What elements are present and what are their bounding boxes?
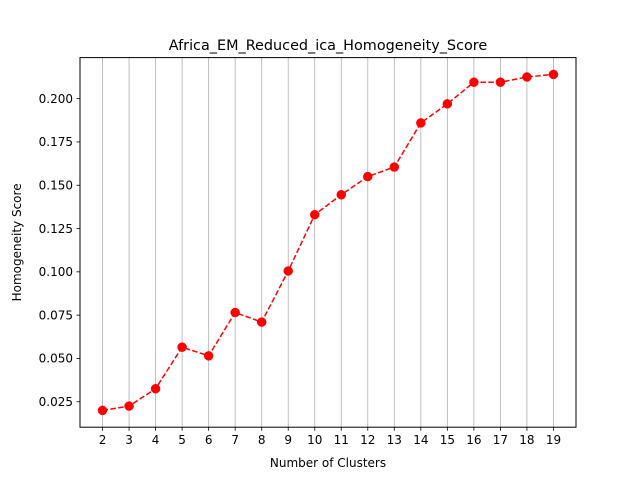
y-tick-label: 0.100 — [39, 265, 73, 279]
y-tick-label: 0.025 — [39, 395, 73, 409]
data-point — [363, 171, 373, 182]
x-tick-label: 5 — [178, 433, 186, 447]
data-point — [548, 69, 559, 80]
data-point — [230, 307, 240, 318]
x-axis-label: Number of Clusters — [270, 456, 386, 470]
x-tick-label: 13 — [387, 433, 402, 447]
x-axis-ticks: 2 3 4 5 6 7 8 9 10 11 12 13 14 15 16 17 18 19 — [99, 427, 561, 447]
data-point — [256, 317, 267, 327]
grid-layer — [102, 57, 554, 428]
data-point — [203, 351, 214, 361]
data-point — [469, 77, 479, 87]
x-tick-label: 6 — [205, 433, 213, 447]
data-point — [336, 190, 347, 200]
y-tick-label: 0.075 — [39, 308, 73, 322]
data-point — [389, 162, 400, 172]
y-tick-label: 0.150 — [39, 179, 73, 193]
data-point — [309, 209, 320, 220]
plot-frame — [79, 57, 577, 428]
x-tick-label: 3 — [125, 433, 133, 447]
x-tick-label: 19 — [546, 433, 561, 447]
data-point — [150, 384, 161, 394]
x-tick-label: 7 — [231, 433, 239, 447]
data-point — [97, 405, 108, 416]
data-point — [283, 266, 293, 276]
x-tick-label: 8 — [258, 433, 266, 447]
data-point — [177, 342, 187, 352]
data-point — [124, 401, 134, 411]
x-tick-label: 10 — [307, 433, 322, 447]
x-tick-label: 14 — [413, 433, 428, 447]
series-layer — [97, 69, 559, 416]
x-tick-label: 12 — [360, 433, 375, 447]
x-tick-label: 2 — [99, 433, 107, 447]
data-point — [522, 72, 532, 82]
y-axis-label: Homogeneity Score — [10, 183, 24, 301]
chart-title: Africa_EM_Reduced_ica_Homogeneity_Score — [169, 38, 488, 54]
y-tick-label: 0.175 — [39, 135, 73, 149]
data-point — [495, 77, 506, 87]
series-line-0 — [102, 73, 554, 412]
data-point — [416, 118, 426, 128]
y-tick-label: 0.200 — [39, 92, 73, 106]
x-tick-label: 11 — [334, 433, 349, 447]
x-tick-label: 4 — [152, 433, 160, 447]
y-tick-label: 0.050 — [39, 352, 73, 366]
y-axis-ticks: 0.025 0.050 0.075 0.100 0.125 0.150 0.175 0.200 — [39, 92, 80, 409]
x-tick-label: 18 — [519, 433, 534, 447]
x-tick-label: 16 — [466, 433, 481, 447]
y-tick-label: 0.125 — [39, 222, 73, 236]
x-tick-label: 9 — [284, 433, 292, 447]
x-tick-label: 15 — [440, 433, 455, 447]
x-tick-label: 17 — [493, 433, 508, 447]
data-point — [442, 99, 453, 109]
